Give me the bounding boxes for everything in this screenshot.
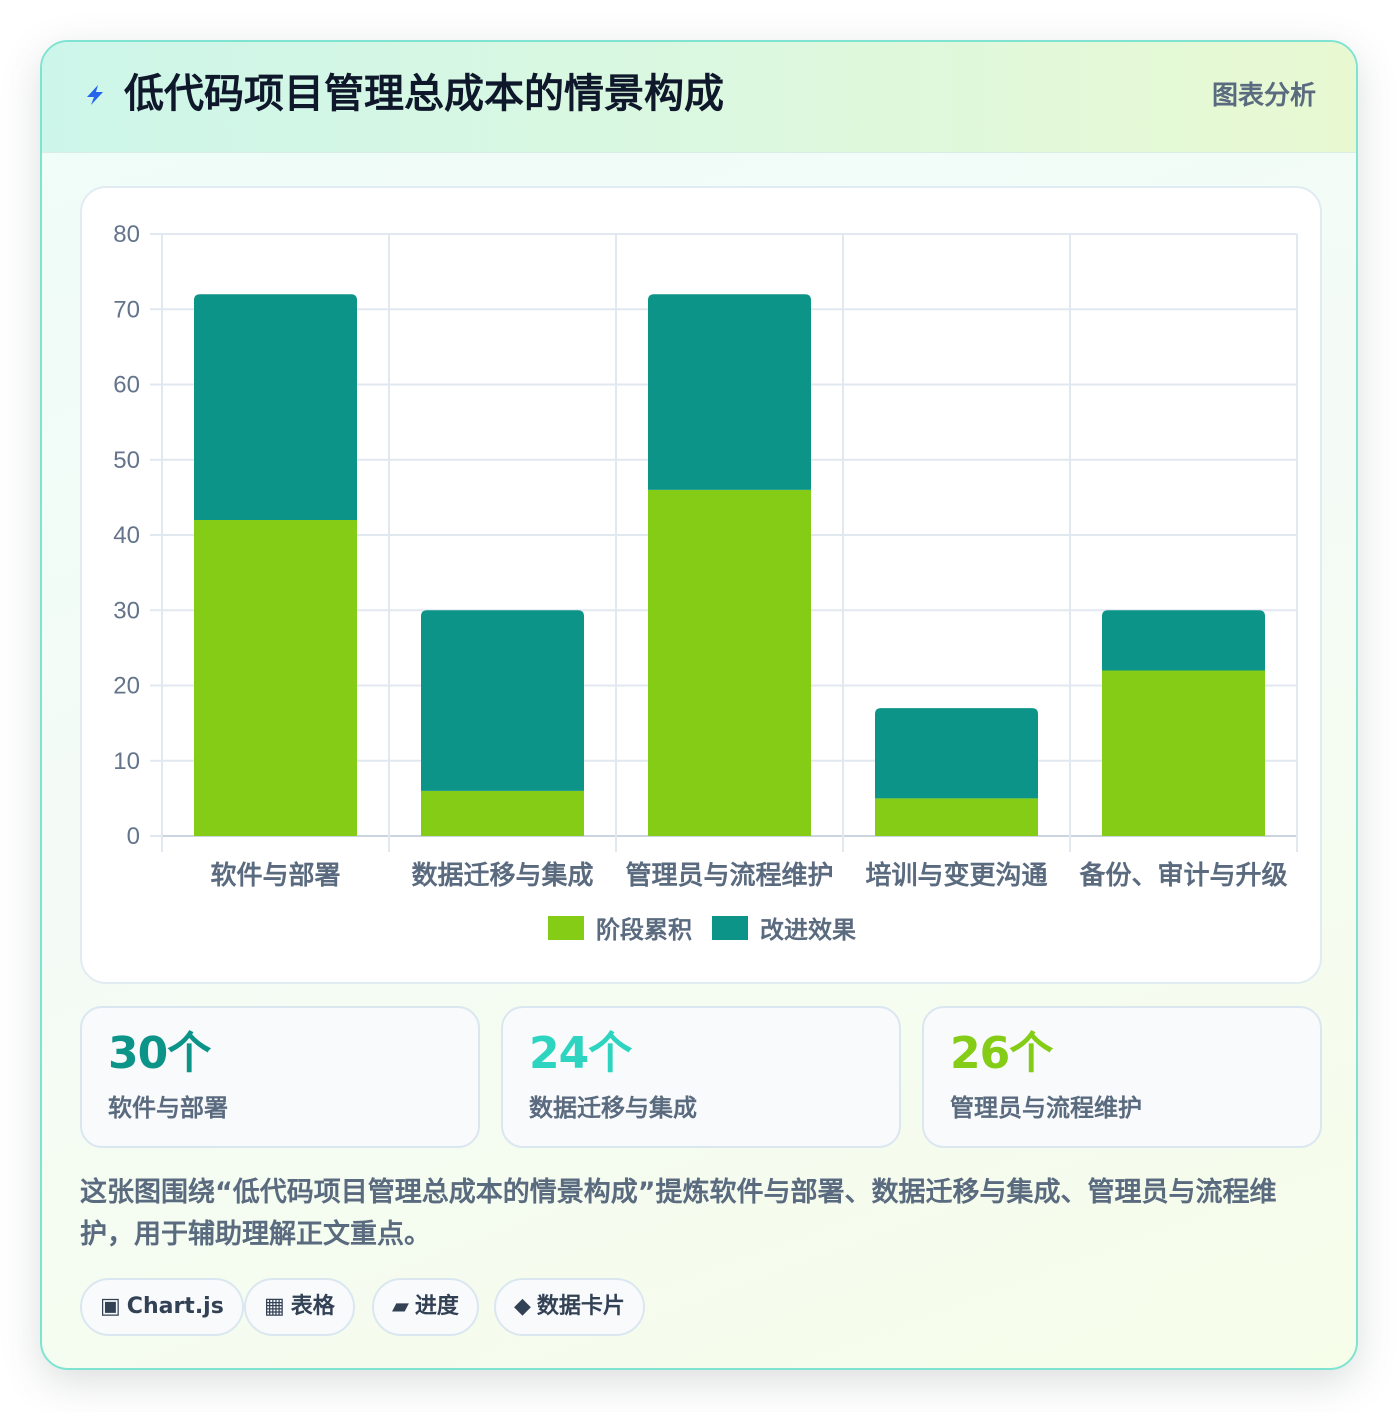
chip-label: 进度 — [414, 1294, 459, 1319]
bar-segment — [648, 489, 811, 836]
y-tick-label: 30 — [113, 597, 140, 624]
y-tick-label: 70 — [113, 296, 140, 323]
chip-data-card[interactable]: ◆ 数据卡片 — [494, 1278, 645, 1336]
stat-label: 管理员与流程维护 — [950, 1094, 1142, 1122]
legend-label: 改进效果 — [760, 916, 856, 944]
chip-progress[interactable]: ▰ 进度 — [372, 1278, 479, 1336]
bar-segment — [1102, 670, 1265, 836]
table-grid-icon: ▦ — [264, 1294, 285, 1319]
bar-segment — [1102, 610, 1265, 671]
chart-card: 低代码项目管理总成本的情景构成 图表分析 0 10 20 30 40 50 60 70 80 软件… — [40, 40, 1358, 1370]
chart-description: 这张图围绕“低代码项目管理总成本的情景构成”提炼软件与部署、数据迁移与集成、管理… — [80, 1177, 1277, 1250]
chart-icon: ▣ — [100, 1294, 121, 1319]
y-tick-label: 20 — [113, 673, 140, 700]
stat-cards: 30个 软件与部署 24个 数据迁移与集成 26个 管理员与流程维护 — [80, 1006, 1322, 1148]
chip-label: Chart.js — [126, 1294, 224, 1319]
legend-swatch — [712, 916, 748, 940]
y-tick-label: 10 — [113, 748, 140, 775]
stat-card-admin: 26个 管理员与流程维护 — [922, 1006, 1322, 1148]
stat-card-data-migration: 24个 数据迁移与集成 — [501, 1006, 901, 1148]
chip-table[interactable]: ▦ 表格 — [244, 1278, 355, 1336]
bar-segment — [194, 519, 357, 836]
y-tick-label: 40 — [113, 522, 140, 549]
stacked-bar-chart: 0 10 20 30 40 50 60 70 80 软件与部署 数据迁移与集成 管理员与流程维护 培训与… — [113, 221, 1298, 944]
y-tick-label: 50 — [113, 447, 140, 474]
chart-analysis-tag: 图表分析 — [1211, 81, 1316, 111]
bar-segment — [421, 610, 584, 791]
chart-panel: 0 10 20 30 40 50 60 70 80 软件与部署 数据迁移与集成 管理员与流程维护 培训与… — [80, 186, 1322, 984]
legend-label: 阶段累积 — [596, 916, 692, 944]
chip-label: 表格 — [290, 1294, 335, 1319]
x-tick-label: 数据迁移与集成 — [411, 860, 593, 891]
bar-segment — [648, 294, 811, 490]
bar-segment — [194, 294, 357, 520]
y-tick-label: 80 — [113, 221, 140, 248]
bar-segment — [875, 708, 1038, 799]
bar-segment — [875, 798, 1038, 836]
stat-value: 30个 — [108, 1028, 211, 1079]
lightning-bolt-icon — [87, 85, 103, 105]
y-tick-label: 0 — [127, 823, 140, 850]
stat-value: 26个 — [950, 1028, 1053, 1079]
progress-icon: ▰ — [392, 1294, 409, 1319]
chip-chartjs[interactable]: ▣ Chart.js — [80, 1278, 244, 1336]
stat-label: 软件与部署 — [108, 1094, 228, 1122]
stat-value: 24个 — [529, 1028, 632, 1079]
legend-swatch — [548, 916, 584, 940]
bar-segment — [421, 790, 584, 836]
x-tick-label: 培训与变更沟通 — [865, 860, 1047, 891]
diamond-icon: ◆ — [514, 1294, 531, 1319]
stat-label: 数据迁移与集成 — [529, 1094, 697, 1122]
card-header: 低代码项目管理总成本的情景构成 图表分析 — [42, 42, 1356, 153]
chip-label: 数据卡片 — [536, 1294, 625, 1319]
x-tick-label: 软件与部署 — [210, 861, 340, 891]
x-tick-label: 备份、审计与升级 — [1078, 860, 1287, 891]
page-title: 低代码项目管理总成本的情景构成 — [124, 71, 724, 117]
stat-card-software: 30个 软件与部署 — [80, 1006, 480, 1148]
y-tick-label: 60 — [113, 372, 140, 399]
x-tick-label: 管理员与流程维护 — [625, 860, 833, 891]
